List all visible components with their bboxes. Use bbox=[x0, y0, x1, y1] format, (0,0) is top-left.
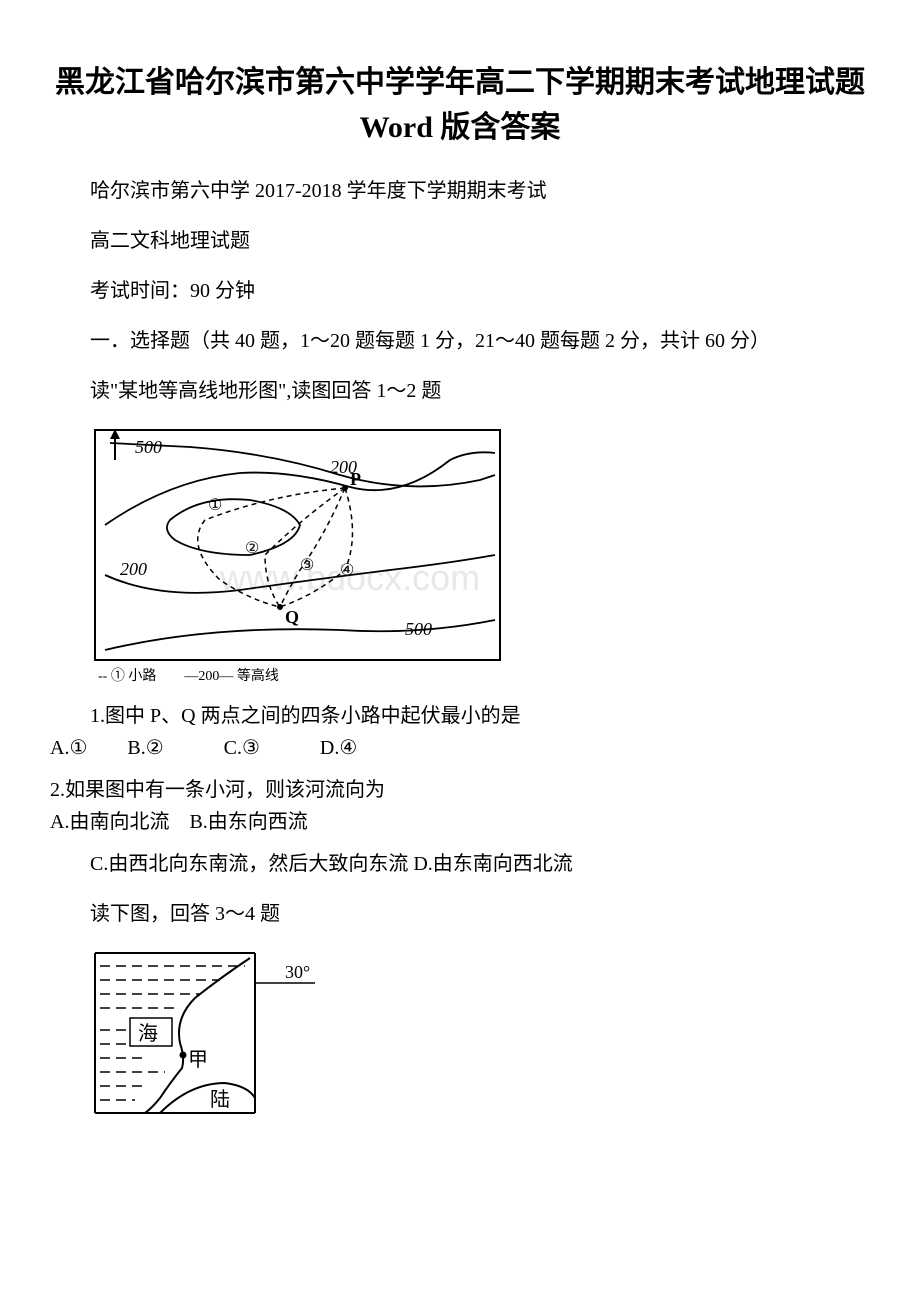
land-outline bbox=[160, 1083, 255, 1113]
contour-inner bbox=[167, 499, 300, 555]
q1-stem: 1.图中 P、Q 两点之间的四条小路中起伏最小的是 bbox=[90, 705, 521, 727]
path-marker: ④ bbox=[340, 562, 354, 579]
contour-500-top bbox=[110, 443, 495, 486]
q2-options-line1: A.由南向北流 B.由东向西流 bbox=[50, 811, 308, 833]
latitude-label: 30° bbox=[285, 962, 310, 982]
coastal-map-figure: 30° 海 甲 陆 bbox=[90, 948, 870, 1118]
intro-q1-q2: 读"某地等高线地形图",读图回答 1～2 题 bbox=[50, 375, 870, 407]
contour-label: 500 bbox=[135, 437, 162, 457]
main-title: 黑龙江省哈尔滨市第六中学学年高二下学期期末考试地理试题 Word 版含答案 bbox=[50, 60, 870, 150]
path-marker: ③ bbox=[300, 557, 314, 574]
school-header: 哈尔滨市第六中学 2017-2018 学年度下学期期末考试 bbox=[50, 175, 870, 207]
subject-header: 高二文科地理试题 bbox=[50, 225, 870, 257]
point-jia-label: 甲 bbox=[188, 1049, 208, 1071]
contour-label: 500 bbox=[405, 619, 432, 639]
q2-options-line2: C.由西北向东南流，然后大致向东流 D.由东南向西北流 bbox=[50, 848, 870, 880]
figure-legend: -- ① 小路 —200— 等高线 bbox=[98, 667, 279, 684]
question-2: 2.如果图中有一条小河，则该河流向为 A.由南向北流 B.由东向西流 bbox=[50, 774, 870, 838]
q1-options: A.① B.② C.③ D.④ bbox=[50, 737, 357, 759]
compass-icon bbox=[110, 429, 120, 460]
exam-duration: 考试时间：90 分钟 bbox=[50, 275, 870, 307]
path-marker: ① bbox=[208, 497, 222, 514]
question-1: 1.图中 P、Q 两点之间的四条小路中起伏最小的是 A.① B.② C.③ D.… bbox=[50, 700, 870, 764]
section-1-header: 一．选择题（共 40 题，1～20 题每题 1 分，21～40 题每题 2 分，… bbox=[50, 325, 870, 357]
contour-500-bottom bbox=[105, 620, 495, 650]
intro-q3-q4: 读下图，回答 3～4 题 bbox=[50, 898, 870, 930]
contour-label: 200 bbox=[120, 559, 147, 579]
land-label: 陆 bbox=[210, 1088, 230, 1111]
point-jia bbox=[180, 1052, 187, 1059]
q2-stem: 2.如果图中有一条小河，则该河流向为 bbox=[50, 779, 385, 801]
path-marker: ② bbox=[245, 540, 259, 557]
sea-label: 海 bbox=[138, 1022, 158, 1045]
contour-map-figure: www.bdocx.com 500 200 200 500 P Q ① bbox=[90, 425, 870, 685]
point-p-label: P bbox=[350, 469, 361, 489]
point-q-label: Q bbox=[285, 607, 299, 627]
